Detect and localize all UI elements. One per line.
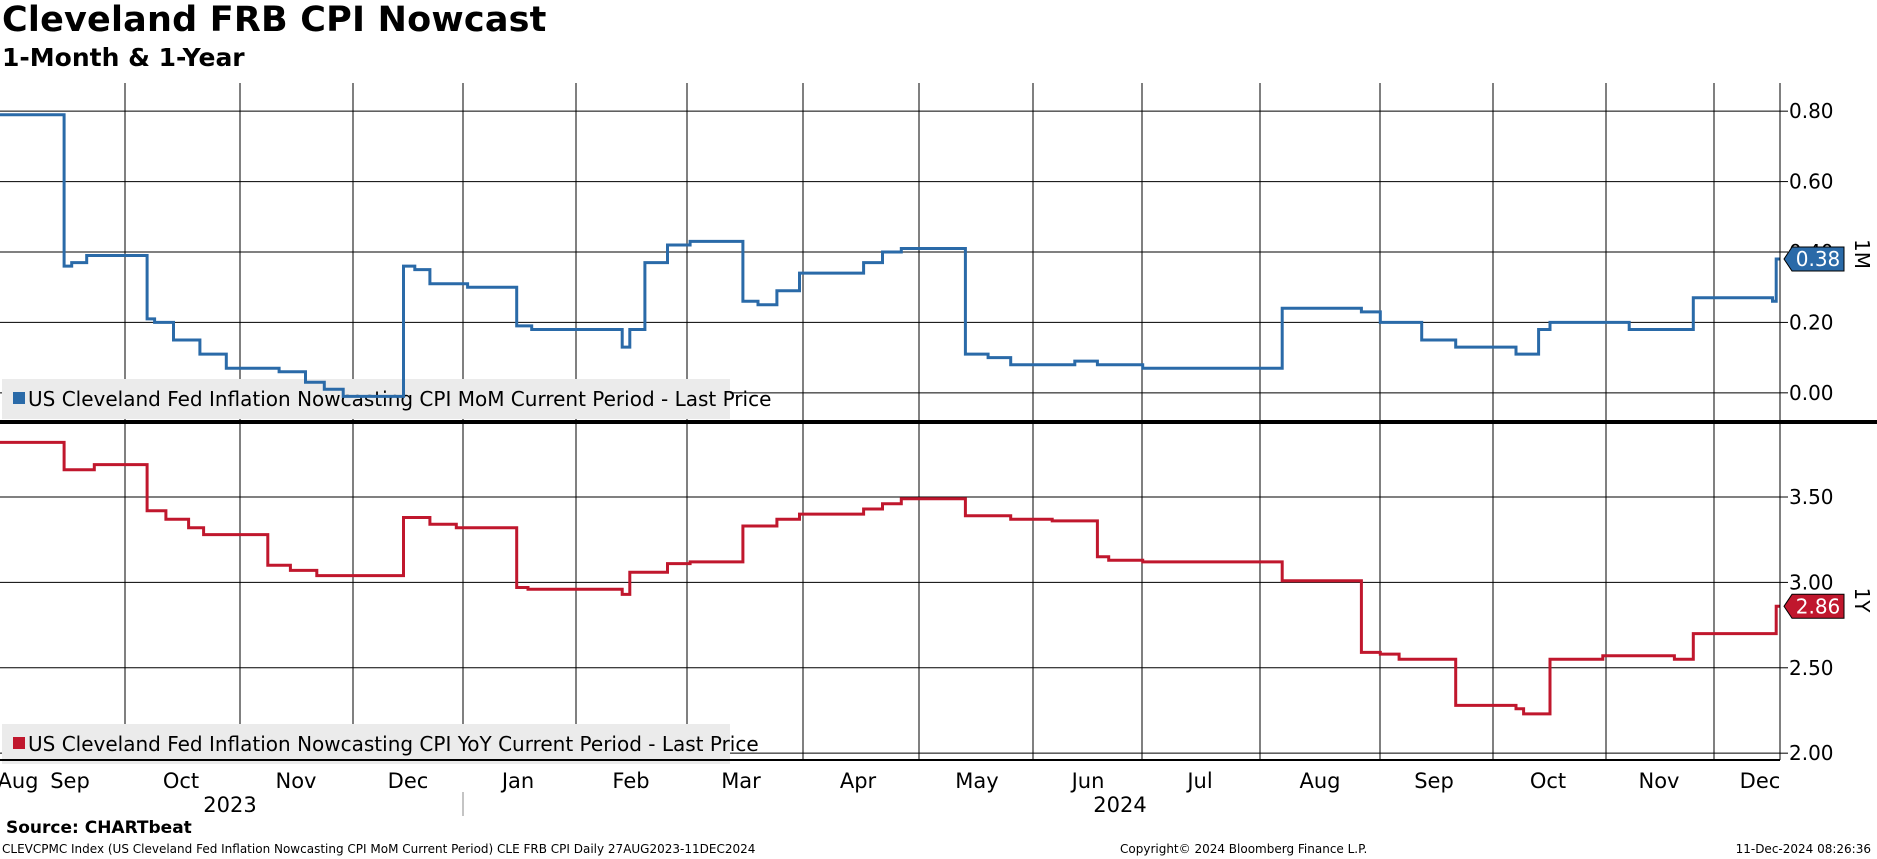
x-tick-label: Aug: [1299, 769, 1340, 793]
x-tick-label: Nov: [276, 769, 317, 793]
y-tick-label: 0.60: [1789, 170, 1834, 194]
legend-label: US Cleveland Fed Inflation Nowcasting CP…: [28, 732, 759, 756]
legend-label: US Cleveland Fed Inflation Nowcasting CP…: [28, 387, 771, 411]
legend-swatch: [13, 737, 25, 749]
year-label: 2023: [203, 793, 256, 817]
footer-timestamp: 11-Dec-2024 08:26:36: [1735, 842, 1871, 856]
axis-tag: 1Y: [1850, 588, 1874, 614]
x-tick-label: Mar: [721, 769, 761, 793]
x-tick-label: Aug: [0, 769, 39, 793]
x-tick-label: Jan: [500, 769, 534, 793]
x-tick-label: Dec: [388, 769, 429, 793]
x-tick-label: Oct: [1530, 769, 1566, 793]
chart-subtitle: 1-Month & 1-Year: [2, 43, 245, 72]
last-value-label: 2.86: [1796, 594, 1841, 618]
x-tick-label: Oct: [163, 769, 199, 793]
y-tick-label: 0.80: [1789, 99, 1834, 123]
x-tick-label: Nov: [1639, 769, 1680, 793]
yoy-series-line: [0, 440, 1780, 716]
footer-copyright: Copyright© 2024 Bloomberg Finance L.P.: [1120, 842, 1368, 856]
x-tick-label: Sep: [1414, 769, 1454, 793]
x-tick-label: Jul: [1185, 769, 1212, 793]
y-tick-label: 3.00: [1789, 570, 1834, 594]
last-value-label: 0.38: [1796, 247, 1841, 271]
mom-series-line: [0, 113, 1780, 398]
last-value-tag: [1783, 246, 1845, 272]
last-value-tag: [1783, 593, 1845, 619]
x-tick-label: Sep: [50, 769, 90, 793]
legend-box: [2, 379, 730, 419]
source-note: Source: CHARTbeat: [6, 818, 192, 838]
legend-swatch: [13, 392, 25, 404]
y-tick-label: 2.50: [1789, 656, 1834, 680]
x-tick-label: Feb: [612, 769, 649, 793]
x-tick-label: Apr: [840, 769, 877, 793]
axis-tag: 1M: [1850, 239, 1874, 269]
x-tick-label: Dec: [1740, 769, 1781, 793]
y-tick-label: 3.50: [1789, 485, 1834, 509]
y-tick-label: 0.00: [1789, 381, 1834, 405]
y-tick-label: 0.20: [1789, 310, 1834, 334]
footer-index-note: CLEVCPMC Index (US Cleveland Fed Inflati…: [2, 842, 756, 856]
x-tick-label: Jun: [1070, 769, 1105, 793]
legend-box: [2, 724, 730, 764]
y-tick-label: 2.00: [1789, 741, 1834, 765]
chart-title: Cleveland FRB CPI Nowcast: [2, 0, 547, 40]
x-tick-label: May: [955, 769, 998, 793]
year-label: 2024: [1093, 793, 1146, 817]
